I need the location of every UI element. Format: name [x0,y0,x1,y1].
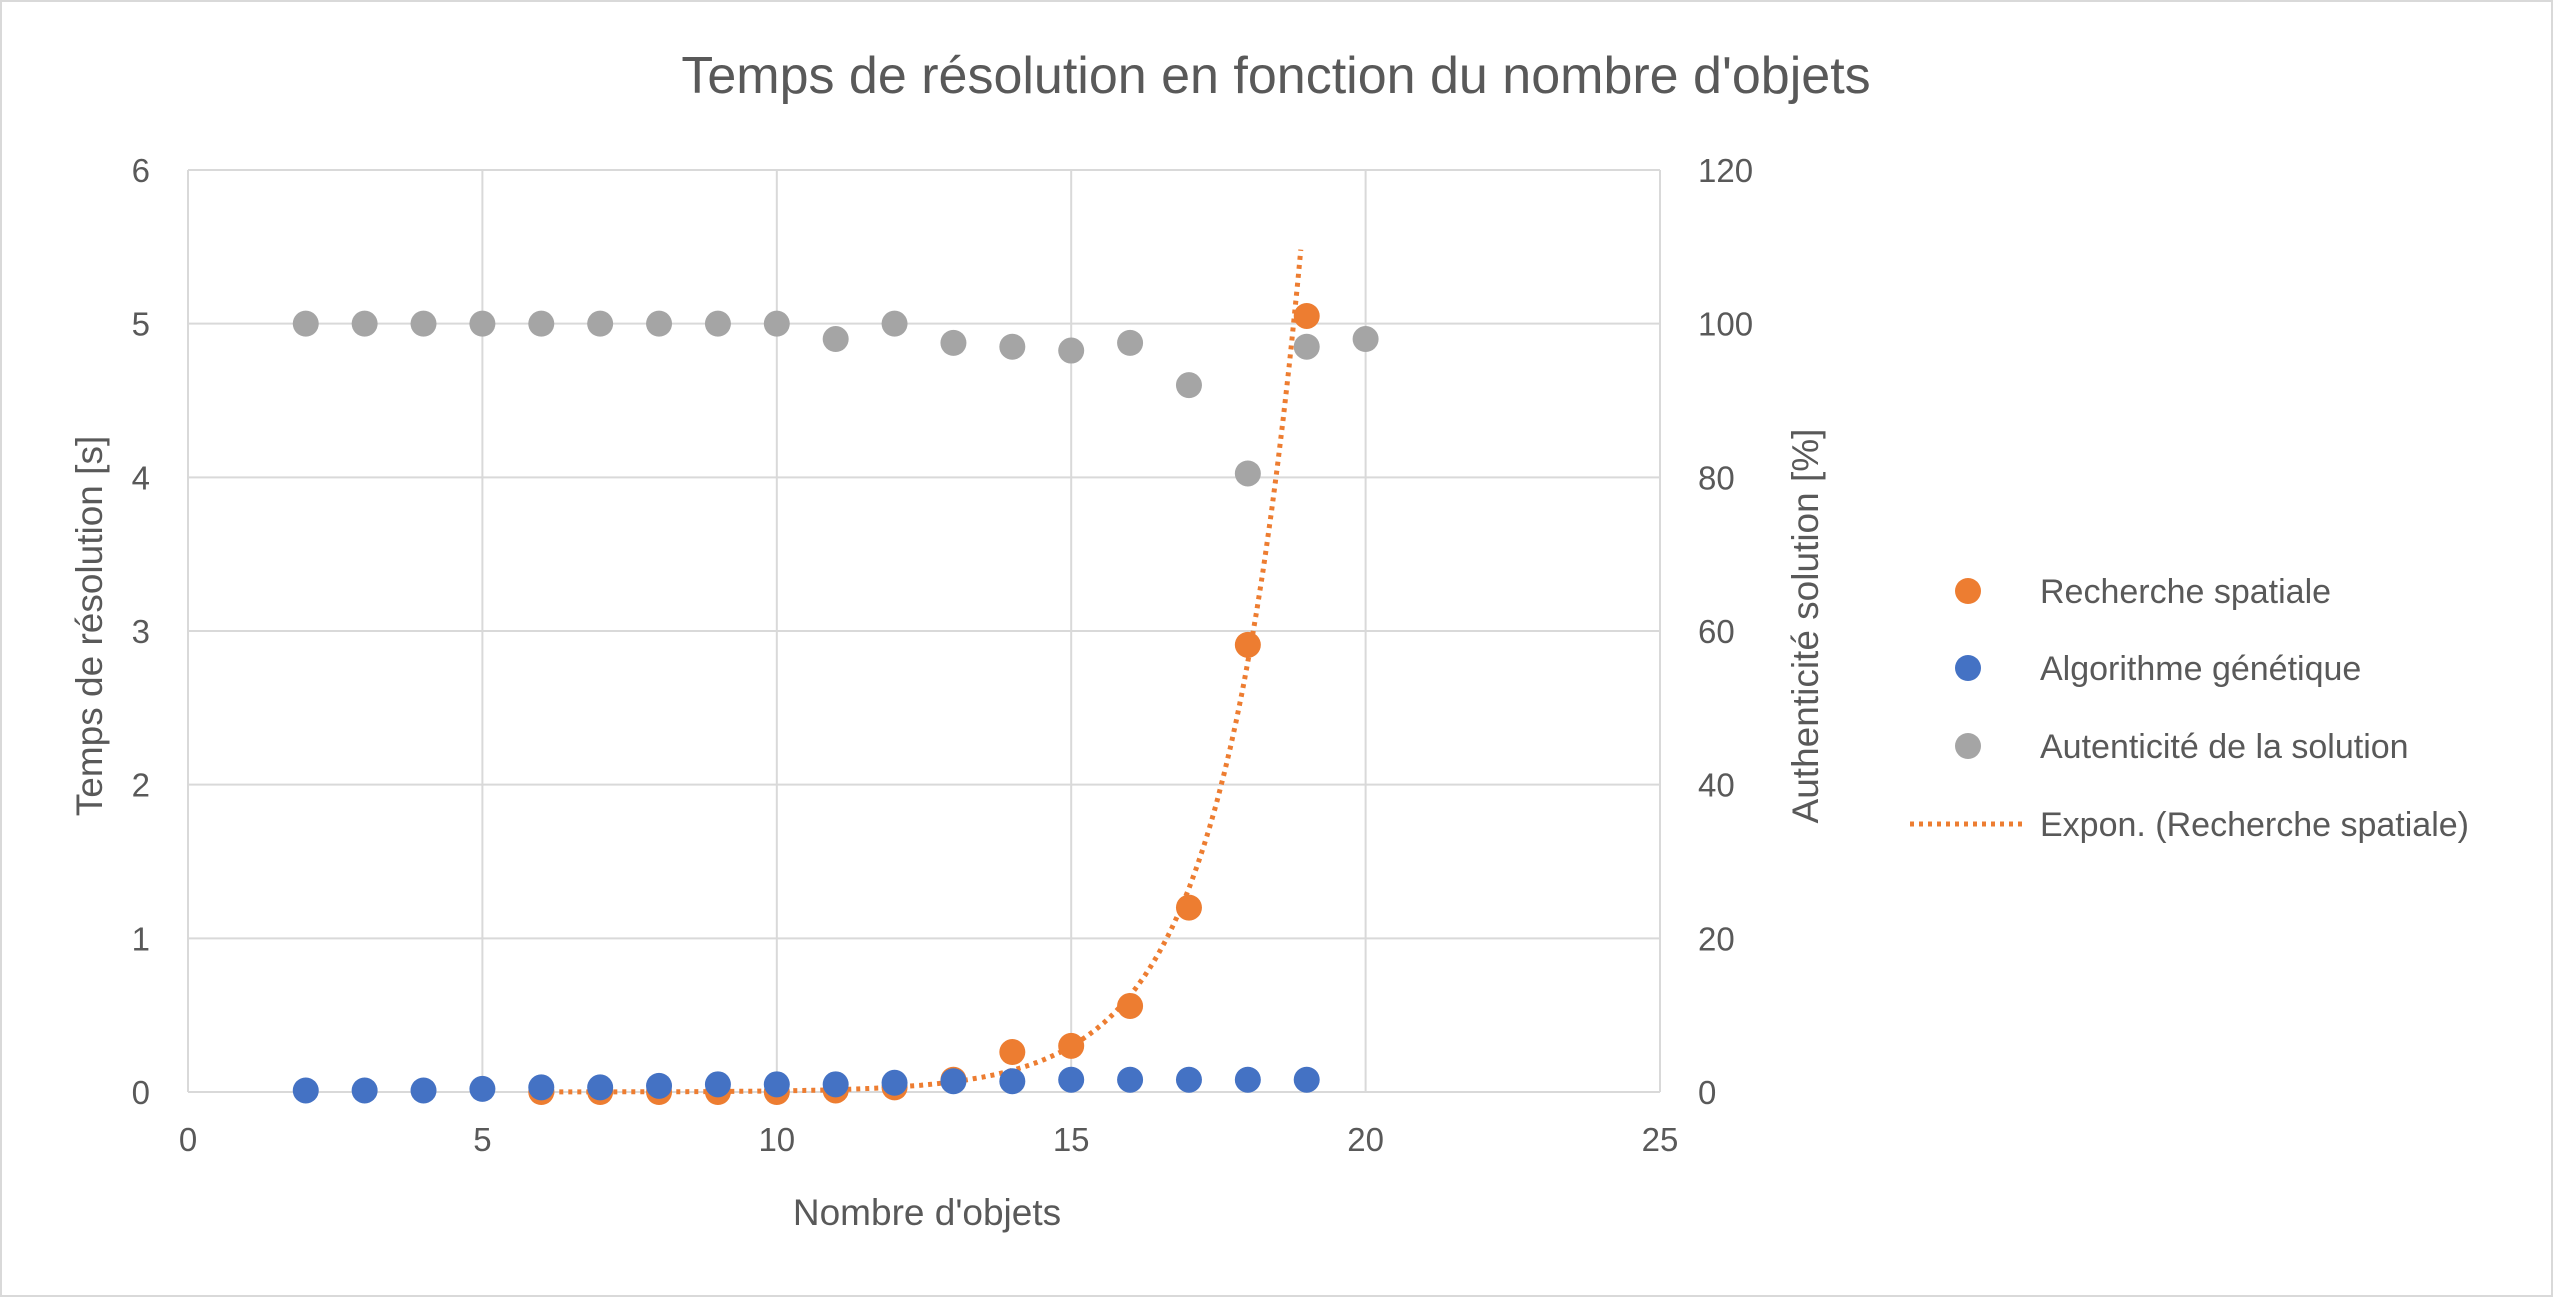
point[interactable] [704,310,731,337]
point[interactable] [528,310,555,337]
legend: Recherche spatiale Algorithme génétique … [1910,573,2469,844]
point[interactable] [999,1039,1026,1066]
point[interactable] [646,310,673,337]
point[interactable] [1117,1066,1144,1093]
point[interactable] [940,1068,967,1095]
legend-label-trendline: Expon. (Recherche spatiale) [2040,806,2469,844]
point[interactable] [1175,894,1202,921]
series-2 [292,310,1379,487]
point[interactable] [704,1071,731,1098]
point[interactable] [1293,302,1320,329]
x-tick-label: 15 [1053,1121,1090,1158]
y-tick-label: 4 [132,459,150,496]
point[interactable] [763,1071,790,1098]
point[interactable] [881,310,908,337]
point[interactable] [1293,333,1320,360]
x-tick-label: 0 [179,1121,197,1158]
data-points [292,302,1379,1105]
x-tick-label: 20 [1347,1121,1384,1158]
point[interactable] [999,333,1026,360]
point[interactable] [1058,337,1085,364]
y-axis-title: Temps de résolution [s] [69,436,110,816]
y-tick-label: 1 [132,920,150,957]
point[interactable] [410,310,437,337]
legend-item-trendline[interactable]: Expon. (Recherche spatiale) [1910,806,2469,844]
legend-item-algorithme-genetique[interactable]: Algorithme génétique [1955,650,2361,688]
x-axis-title: Nombre d'objets [793,1192,1061,1233]
y-tick-label: 6 [132,152,150,189]
point[interactable] [1234,1066,1261,1093]
series-0 [528,302,1320,1105]
point[interactable] [1175,1066,1202,1093]
point[interactable] [1175,372,1202,399]
point[interactable] [351,1077,378,1104]
legend-marker-algorithme-genetique [1955,655,1981,681]
legend-label-algorithme-genetique: Algorithme génétique [2040,650,2361,688]
point[interactable] [1293,1066,1320,1093]
point[interactable] [528,1074,555,1101]
point[interactable] [881,1069,908,1096]
y2-tick-label: 0 [1698,1074,1716,1111]
y-tick-label: 0 [132,1074,150,1111]
y2-tick-label: 80 [1698,459,1735,496]
point[interactable] [822,326,849,353]
legend-marker-recherche-spatiale [1955,578,1981,604]
y-tick-label: 3 [132,613,150,650]
x-tick-label: 5 [473,1121,491,1158]
chart-title: Temps de résolution en fonction du nombr… [681,47,1870,105]
point[interactable] [587,310,614,337]
y2-tick-label: 60 [1698,613,1735,650]
x-tick-label: 10 [758,1121,795,1158]
point[interactable] [999,1068,1026,1095]
gridlines [187,169,1661,1093]
point[interactable] [292,1077,319,1104]
legend-label-autenticite: Autenticité de la solution [2040,728,2409,766]
legend-label-recherche-spatiale: Recherche spatiale [2040,573,2331,611]
point[interactable] [351,310,378,337]
point[interactable] [1117,992,1144,1019]
y2-axis-title: Authenticité solution [%] [1785,429,1826,824]
y-tick-label: 5 [132,306,150,343]
point[interactable] [469,1075,496,1102]
y2-tick-label: 40 [1698,767,1735,804]
y2-tick-label: 20 [1698,920,1735,957]
y-tick-label: 2 [132,767,150,804]
point[interactable] [822,1071,849,1098]
point[interactable] [1234,460,1261,487]
point[interactable] [646,1072,673,1099]
point[interactable] [1117,329,1144,356]
y2-tick-label: 120 [1698,152,1753,189]
series-1 [292,1066,1320,1104]
point[interactable] [1234,631,1261,658]
point[interactable] [469,310,496,337]
point[interactable] [1058,1032,1085,1059]
point[interactable] [763,310,790,337]
y2-tick-label: 100 [1698,306,1753,343]
legend-item-recherche-spatiale[interactable]: Recherche spatiale [1955,573,2331,611]
point[interactable] [410,1077,437,1104]
point[interactable] [940,329,967,356]
legend-marker-autenticite [1955,733,1981,759]
point[interactable] [587,1074,614,1101]
point[interactable] [1352,326,1379,353]
point[interactable] [1058,1066,1085,1093]
legend-item-autenticite[interactable]: Autenticité de la solution [1955,728,2409,766]
point[interactable] [292,310,319,337]
x-tick-label: 25 [1642,1121,1679,1158]
